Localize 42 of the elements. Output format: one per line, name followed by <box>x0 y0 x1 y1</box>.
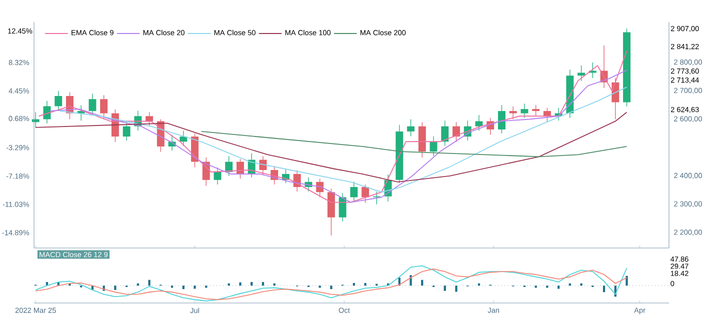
bar <box>626 276 628 286</box>
bar <box>364 283 366 286</box>
candlestick <box>362 184 370 204</box>
bar <box>114 286 116 290</box>
bar <box>330 286 332 290</box>
candlestick <box>350 181 358 202</box>
candlestick <box>54 90 62 112</box>
line-series <box>35 112 628 182</box>
bar <box>262 282 264 286</box>
bar <box>148 280 150 286</box>
bar <box>421 280 424 286</box>
bar <box>182 286 184 290</box>
bar <box>557 286 560 289</box>
candlestick <box>122 120 130 141</box>
candlestick <box>146 112 154 127</box>
candlestick <box>100 94 108 120</box>
candlestick <box>214 167 222 185</box>
candlestick <box>578 65 586 82</box>
candlestick <box>88 93 96 116</box>
bar <box>194 286 196 289</box>
candlestick <box>180 130 188 147</box>
candlestick <box>430 136 438 156</box>
bar <box>602 286 606 292</box>
line-series <box>200 130 628 158</box>
candlestick <box>532 104 540 117</box>
bar <box>239 282 242 286</box>
candlestick <box>509 106 517 120</box>
candlestick <box>441 120 449 147</box>
candlestick <box>452 122 460 142</box>
candlestick <box>32 112 40 128</box>
bar <box>580 283 582 286</box>
line-series <box>60 86 628 193</box>
bar <box>444 286 446 291</box>
candlestick <box>475 114 483 131</box>
bar <box>410 275 412 286</box>
candlestick <box>338 192 346 222</box>
candlestick <box>520 103 528 118</box>
candlestick <box>498 104 506 134</box>
candlestick <box>407 118 415 137</box>
bar <box>455 286 458 292</box>
bar <box>352 283 356 286</box>
bar <box>250 282 253 286</box>
